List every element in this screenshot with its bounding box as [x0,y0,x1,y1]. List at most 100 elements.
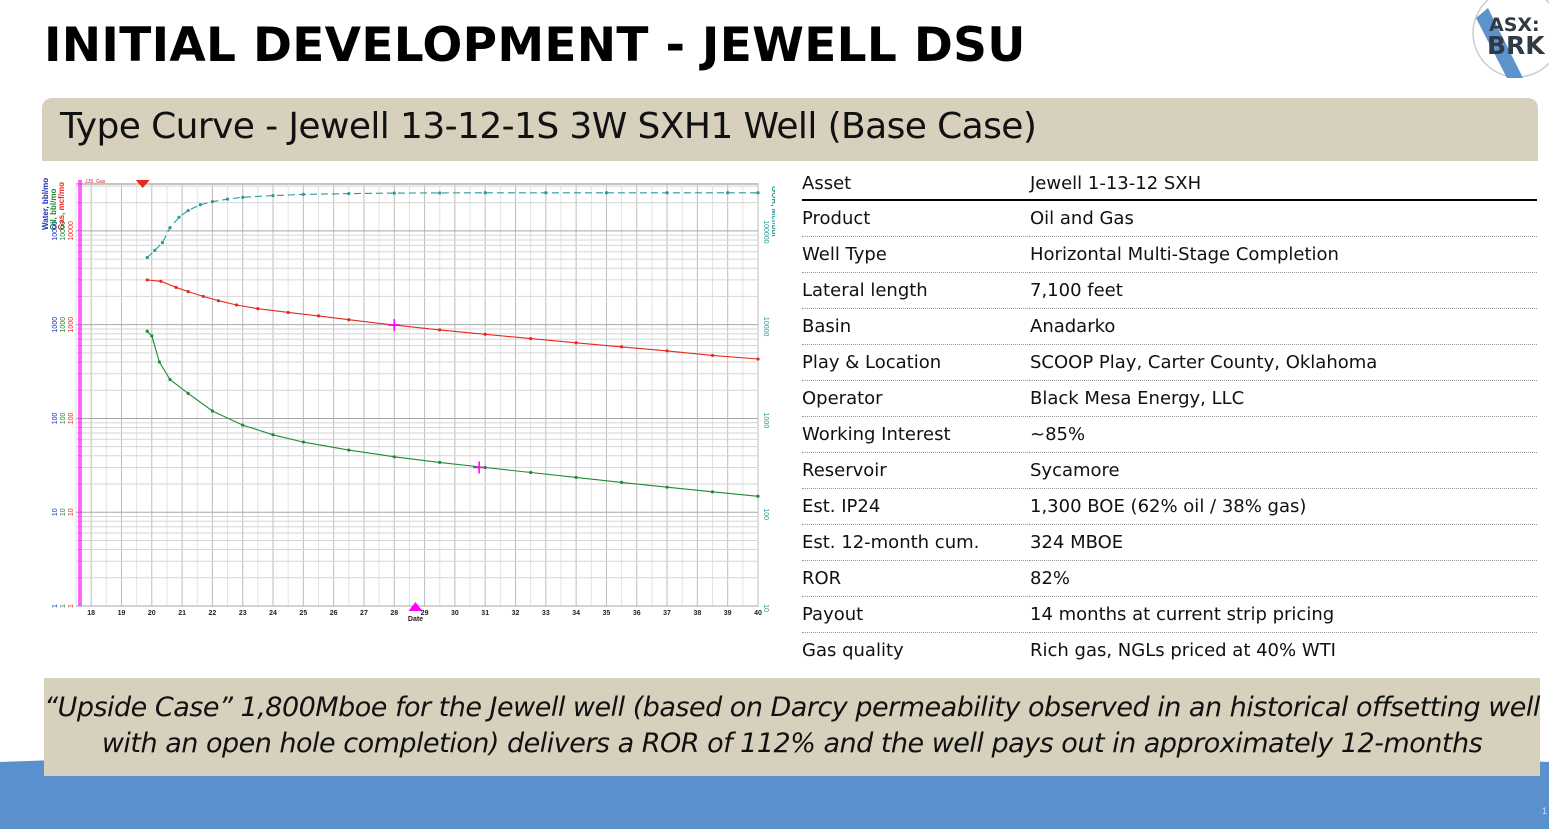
gor-series-point [726,191,730,195]
x-tick-label: 36 [633,610,641,617]
gas-series-point [186,290,190,294]
gas-series-point [756,357,760,361]
table-row: ROR 82% [802,560,1537,597]
right-tick-label: 100 [762,508,769,520]
gas-series-point [256,307,260,311]
gas-series-point [438,328,442,332]
right-tick-label: 10 [762,604,769,612]
gor-series-point [347,191,351,196]
oil-series-point [392,455,396,459]
subtitle-bar: Type Curve - Jewell 13-12-1S 3W SXH1 Wel… [42,98,1538,161]
gor-series-point [168,226,172,230]
logo-line1: ASX: [1489,14,1540,36]
gor-series-point [392,191,396,195]
gor-series-point [145,255,149,260]
row-label: Reservoir [802,452,1030,489]
left-tick-label: 100 [68,413,75,425]
gas-series-point [574,341,578,345]
oil-series-point [347,448,351,452]
left-tick-label: 10000 [60,221,67,241]
header-cell-value: Jewell 1-13-12 SXH [1030,167,1537,201]
row-value: Horizontal Multi-Stage Completion [1030,236,1537,273]
row-label: Play & Location [802,344,1030,381]
gas-series-point [529,337,533,341]
gas-series-point [483,332,487,336]
left-axis-label: Gas, mcf/mo [57,182,66,230]
x-tick-label: 18 [87,610,95,617]
plot-area [75,183,759,607]
row-value: Black Mesa Energy, LLC [1030,380,1537,417]
x-tick-label: 34 [572,610,580,617]
x-tick-label: 24 [269,610,277,617]
left-tick-label: 1000 [60,317,67,333]
company-logo: ASX: BRK [1472,0,1549,78]
row-label: Lateral length [802,272,1030,309]
x-tick-label: 20 [148,610,156,617]
gas-series-point [710,353,715,358]
row-value: 14 months at current strip pricing [1030,596,1537,633]
gor-series-point [186,208,190,213]
x-tick-label: 33 [542,610,550,617]
gor-series-point [177,215,181,219]
table-row: Gas quality Rich gas, NGLs priced at 40% … [802,633,1537,669]
oil-series-point [241,423,245,427]
x-tick-label: 26 [330,610,338,617]
x-tick-label: 32 [512,610,520,617]
gor-series-point [438,191,442,195]
gas-series-point [201,294,205,299]
gas-series-point [235,303,239,307]
page-number: 1 [1542,806,1548,816]
gas-series-point [620,345,624,349]
oil-series-point [186,391,190,395]
x-tick-label: 29 [421,610,429,617]
gas-series-point [216,299,221,303]
row-label: Payout [802,596,1030,633]
table-row: Reservoir Sycamore [802,452,1537,489]
row-label: Operator [802,380,1030,417]
row-value: Rich gas, NGLs priced at 40% WTI [1030,640,1336,661]
row-value: Oil and Gas [1030,200,1537,237]
left-tick-label: 10 [60,508,67,516]
row-label: Well Type [802,236,1030,273]
oil-series-point [483,465,487,470]
row-value: Anadarko [1030,308,1537,345]
left-tick-label: 100 [52,413,59,425]
table-row: Est. 12-month cum. 324 MBOE [802,524,1537,561]
gor-series-point [160,241,164,245]
oil-series-point [574,475,578,480]
legend-label: JJS_Gas [85,179,106,185]
gas-series-point [347,318,351,322]
table-row: Est. IP24 1,300 BOE (62% oil / 38% gas) [802,488,1537,525]
subtitle: Type Curve - Jewell 13-12-1S 3W SXH1 Wel… [60,106,1037,147]
x-tick-label: 19 [118,610,126,617]
x-tick-label: 40 [754,610,762,617]
row-value: Sycamore [1030,452,1537,489]
oil-series-point [529,470,533,475]
left-axis-label: Oil, bbl/mo [49,189,58,230]
upside-case-text: “Upside Case” 1,800Mboe for the Jewell w… [44,690,1540,762]
left-tick-label: 100 [60,413,67,425]
oil-series-point [271,433,275,437]
table-row: Basin Anadarko [802,308,1537,345]
gas-series [147,279,759,360]
right-tick-label: 1000 [762,413,769,429]
row-value: 7,100 feet [1030,272,1537,309]
row-label: Product [802,200,1030,237]
gas-series-point [145,278,149,282]
gor-series-point [483,191,487,195]
left-tick-label: 10 [68,508,75,516]
left-tick-label: 10 [52,508,59,516]
right-axis-label: GOR, Mcf/bbl [770,186,775,237]
table-row: Payout 14 months at current strip pricing [802,596,1537,633]
forecast-start-marker [135,180,150,188]
right-tick-label: 10000 [762,317,769,337]
x-tick-label: 38 [693,610,701,617]
left-tick-label: 10000 [52,221,59,241]
x-tick-label: 21 [178,610,186,617]
oil-series-point [756,494,760,498]
row-label: Est. IP24 [802,488,1030,525]
x-axis-label: Date [408,616,423,623]
oil-series-point [301,440,305,444]
x-tick-label: 23 [239,610,247,617]
gas-series-point [174,285,178,289]
